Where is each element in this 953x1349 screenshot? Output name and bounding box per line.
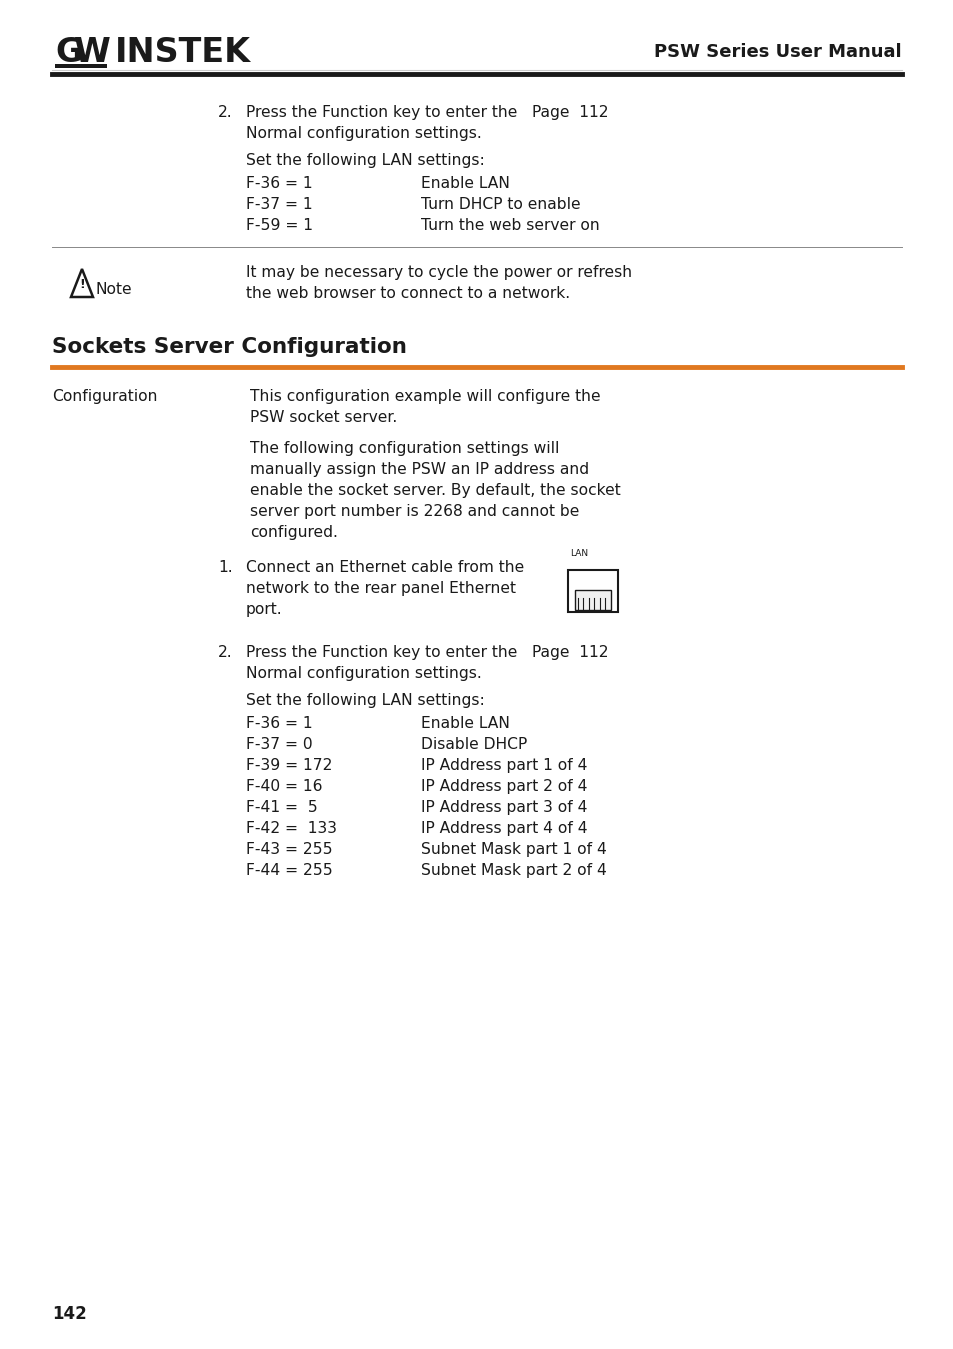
Text: F-44 = 255: F-44 = 255 [246, 863, 333, 878]
Text: Configuration: Configuration [52, 389, 157, 403]
Text: PSW Series User Manual: PSW Series User Manual [654, 43, 901, 61]
Text: enable the socket server. By default, the socket: enable the socket server. By default, th… [250, 483, 620, 498]
Text: Press the Function key to enter the   Page  112: Press the Function key to enter the Page… [246, 105, 608, 120]
Bar [55, 63, 107, 67]
Text: F-39 = 172: F-39 = 172 [246, 758, 332, 773]
Text: F-59 = 1: F-59 = 1 [246, 219, 313, 233]
Text: Subnet Mask part 1 of 4: Subnet Mask part 1 of 4 [420, 842, 606, 857]
Text: It may be necessary to cycle the power or refresh: It may be necessary to cycle the power o… [246, 264, 632, 281]
Text: Connect an Ethernet cable from the: Connect an Ethernet cable from the [246, 560, 524, 575]
Text: IP Address part 3 of 4: IP Address part 3 of 4 [420, 800, 587, 815]
Bar [575, 590, 610, 610]
Text: F-40 = 16: F-40 = 16 [246, 778, 322, 795]
Text: Enable LAN: Enable LAN [420, 175, 509, 192]
Text: Set the following LAN settings:: Set the following LAN settings: [246, 152, 484, 169]
Text: Press the Function key to enter the   Page  112: Press the Function key to enter the Page… [246, 645, 608, 660]
Text: network to the rear panel Ethernet: network to the rear panel Ethernet [246, 581, 516, 596]
Text: F-41 =  5: F-41 = 5 [246, 800, 317, 815]
Text: F-37 = 1: F-37 = 1 [246, 197, 313, 212]
Text: PSW socket server.: PSW socket server. [250, 410, 396, 425]
Bar [567, 571, 618, 612]
Text: IP Address part 1 of 4: IP Address part 1 of 4 [420, 758, 587, 773]
Text: IP Address part 4 of 4: IP Address part 4 of 4 [420, 822, 587, 836]
Text: !: ! [79, 278, 85, 291]
Text: INSTEK: INSTEK [115, 35, 251, 69]
Text: F-36 = 1: F-36 = 1 [246, 175, 313, 192]
Text: server port number is 2268 and cannot be: server port number is 2268 and cannot be [250, 505, 578, 519]
Text: LAN: LAN [569, 549, 587, 558]
Text: Set the following LAN settings:: Set the following LAN settings: [246, 693, 484, 708]
Text: W: W [74, 35, 111, 69]
Text: Normal configuration settings.: Normal configuration settings. [246, 666, 481, 681]
Text: G: G [55, 35, 82, 69]
Text: Turn DHCP to enable: Turn DHCP to enable [420, 197, 580, 212]
Text: Sockets Server Configuration: Sockets Server Configuration [52, 337, 406, 357]
Text: F-43 = 255: F-43 = 255 [246, 842, 333, 857]
Text: Note: Note [96, 282, 132, 297]
Text: F-42 =  133: F-42 = 133 [246, 822, 336, 836]
Text: Turn the web server on: Turn the web server on [420, 219, 599, 233]
Text: 1.: 1. [218, 560, 233, 575]
Text: configured.: configured. [250, 525, 337, 540]
Text: The following configuration settings will: The following configuration settings wil… [250, 441, 558, 456]
Text: F-37 = 0: F-37 = 0 [246, 737, 313, 751]
Text: the web browser to connect to a network.: the web browser to connect to a network. [246, 286, 570, 301]
Text: This configuration example will configure the: This configuration example will configur… [250, 389, 600, 403]
Text: Enable LAN: Enable LAN [420, 716, 509, 731]
Text: F-36 = 1: F-36 = 1 [246, 716, 313, 731]
Text: port.: port. [246, 602, 282, 616]
Text: Normal configuration settings.: Normal configuration settings. [246, 125, 481, 142]
Text: IP Address part 2 of 4: IP Address part 2 of 4 [420, 778, 587, 795]
Text: 2.: 2. [218, 645, 233, 660]
Text: Disable DHCP: Disable DHCP [420, 737, 527, 751]
Text: 2.: 2. [218, 105, 233, 120]
Text: 142: 142 [52, 1304, 87, 1323]
Text: Subnet Mask part 2 of 4: Subnet Mask part 2 of 4 [420, 863, 606, 878]
Text: manually assign the PSW an IP address and: manually assign the PSW an IP address an… [250, 461, 589, 478]
